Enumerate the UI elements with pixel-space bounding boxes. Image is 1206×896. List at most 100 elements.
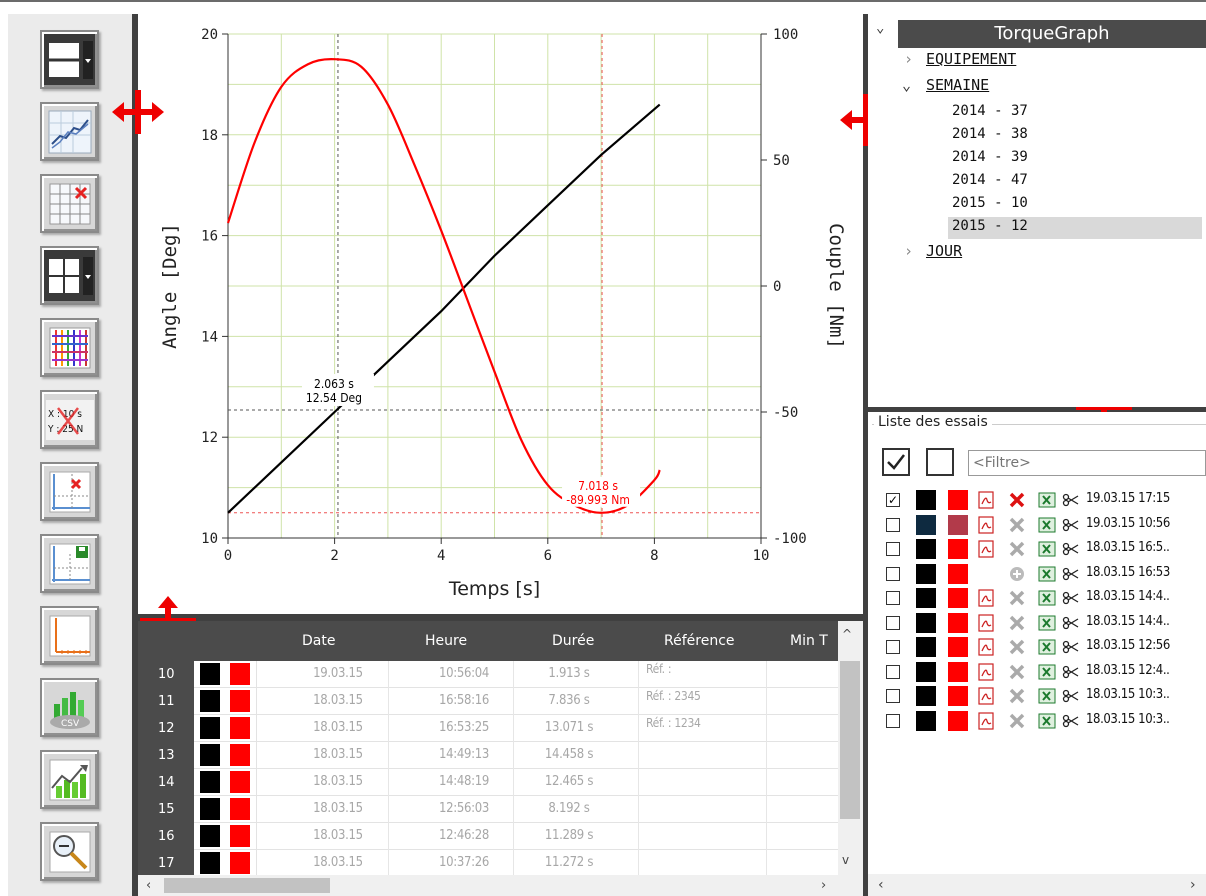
scissors-icon[interactable]: [1062, 540, 1080, 558]
tree-item-week[interactable]: 2014 - 39: [952, 149, 1028, 165]
grid-layout-button[interactable]: [40, 246, 99, 305]
delete-icon[interactable]: [1008, 638, 1026, 656]
save-cursor-button[interactable]: [40, 534, 99, 593]
tree-item-semaine[interactable]: SEMAINE: [926, 76, 990, 94]
filter-input[interactable]: [968, 450, 1206, 476]
black-color-swatch[interactable]: [916, 637, 936, 657]
table-row[interactable]: 14 18.03.15 14:48:19 12.465 s: [138, 769, 863, 796]
pdf-icon[interactable]: [977, 711, 995, 730]
red-color-swatch[interactable]: [948, 563, 968, 584]
table-row[interactable]: 15 18.03.15 12:56:03 8.192 s: [138, 796, 863, 823]
list-item[interactable]: 19.03.15 10:56: [886, 513, 1206, 537]
excel-icon[interactable]: [1038, 491, 1056, 509]
tree-collapse-icon[interactable]: ⌄: [876, 20, 885, 36]
red-color-swatch[interactable]: [230, 717, 250, 739]
delete-icon[interactable]: [1008, 687, 1026, 705]
scissors-icon[interactable]: [1062, 589, 1080, 607]
scissors-icon[interactable]: [1062, 663, 1080, 681]
scroll-up-icon[interactable]: ^: [842, 627, 853, 641]
scroll-down-icon[interactable]: v: [842, 853, 850, 867]
resize-horizontal-left-icon[interactable]: [110, 90, 166, 134]
pdf-icon[interactable]: [977, 491, 995, 509]
grid-horizontal-scrollbar[interactable]: ‹ ›: [138, 875, 863, 896]
black-color-swatch[interactable]: [200, 717, 220, 739]
delete-icon[interactable]: [1008, 663, 1026, 681]
table-row[interactable]: 16 18.03.15 12:46:28 11.289 s: [138, 823, 863, 850]
red-color-swatch[interactable]: [948, 686, 968, 706]
scissors-icon[interactable]: [1062, 491, 1080, 509]
red-color-swatch[interactable]: [948, 637, 968, 657]
axis-scale-button[interactable]: X : 10 s Y : 25 N: [40, 390, 99, 449]
list-item[interactable]: 18.03.15 10:3..: [886, 684, 1206, 708]
excel-icon[interactable]: [1038, 663, 1056, 681]
delete-icon[interactable]: [1008, 540, 1026, 558]
red-color-swatch[interactable]: [948, 661, 968, 682]
scroll-left-icon[interactable]: ‹: [878, 877, 884, 893]
col-duree-header[interactable]: Durée: [552, 633, 595, 649]
row-checkbox[interactable]: [886, 713, 900, 728]
pdf-icon[interactable]: [977, 613, 995, 632]
red-color-swatch[interactable]: [230, 798, 250, 820]
remove-cursor-button[interactable]: [40, 462, 99, 521]
splitter-left[interactable]: [132, 14, 138, 896]
scroll-right-icon[interactable]: ›: [821, 878, 827, 893]
table-row[interactable]: 11 18.03.15 16:58:16 7.836 s Réf. : 2345: [138, 688, 863, 715]
tree-item-jour[interactable]: JOUR: [926, 242, 963, 260]
list-item[interactable]: 18.03.15 16:53: [886, 562, 1206, 586]
pdf-icon[interactable]: [977, 540, 995, 558]
col-date-header[interactable]: Date: [302, 633, 336, 649]
black-color-swatch[interactable]: [200, 852, 220, 874]
splitter-right[interactable]: [863, 14, 868, 896]
black-color-swatch[interactable]: [916, 710, 936, 731]
row-checkbox[interactable]: [886, 542, 900, 556]
chevron-down-icon[interactable]: ⌄: [902, 76, 912, 94]
scroll-left-icon[interactable]: ‹: [146, 878, 152, 893]
table-row[interactable]: 10 19.03.15 10:56:04 1.913 s Réf. :: [138, 661, 863, 688]
col-heure-header[interactable]: Heure: [425, 633, 468, 649]
scissors-icon[interactable]: [1062, 712, 1080, 730]
red-color-swatch[interactable]: [230, 852, 250, 874]
scissors-icon[interactable]: [1062, 565, 1080, 583]
delete-icon[interactable]: [1008, 712, 1026, 730]
tree-item-equipement[interactable]: EQUIPEMENT: [926, 50, 1017, 68]
scissors-icon[interactable]: [1062, 687, 1080, 705]
black-color-swatch[interactable]: [916, 661, 936, 682]
black-color-swatch[interactable]: [200, 744, 220, 766]
col-min-header[interactable]: Min T: [790, 633, 828, 649]
delete-icon[interactable]: [1008, 614, 1026, 632]
black-color-swatch[interactable]: [200, 825, 220, 847]
excel-icon[interactable]: [1038, 687, 1056, 705]
add-icon[interactable]: [1008, 565, 1026, 583]
color-grid-button[interactable]: [40, 318, 99, 377]
tree-item-week[interactable]: 2014 - 38: [952, 126, 1028, 142]
scissors-icon[interactable]: [1062, 516, 1080, 534]
black-color-swatch[interactable]: [200, 663, 220, 685]
row-checkbox[interactable]: [886, 664, 900, 679]
pdf-icon[interactable]: [977, 589, 995, 607]
row-checkbox[interactable]: [886, 689, 900, 703]
red-color-swatch[interactable]: [948, 710, 968, 731]
red-color-swatch[interactable]: [948, 490, 968, 510]
black-color-swatch[interactable]: [200, 690, 220, 712]
tree-item-week[interactable]: 2015 - 12: [948, 217, 1202, 239]
col-reference-header[interactable]: Référence: [664, 633, 735, 649]
axes-button[interactable]: [40, 606, 99, 665]
torque-chart[interactable]: 0 2 4 6 8 10 10 12 14 16 18 20 -100 -50 0 50 100 Temps [s…: [138, 14, 863, 614]
red-color-swatch[interactable]: [230, 771, 250, 793]
black-color-swatch[interactable]: [916, 686, 936, 706]
red-color-swatch[interactable]: [230, 663, 250, 685]
excel-icon[interactable]: [1038, 565, 1056, 583]
chevron-right-icon[interactable]: ›: [904, 50, 914, 68]
table-row[interactable]: 17 18.03.15 10:37:26 11.272 s: [138, 850, 863, 877]
splitter-tree-list[interactable]: [868, 404, 1206, 412]
stats-button[interactable]: [40, 750, 99, 809]
tree-item-week[interactable]: 2014 - 37: [952, 103, 1028, 119]
tree-item-week[interactable]: 2014 - 47: [952, 172, 1028, 188]
scissors-icon[interactable]: [1062, 638, 1080, 656]
row-checkbox[interactable]: [886, 566, 900, 581]
row-checkbox[interactable]: [886, 517, 900, 532]
black-color-swatch[interactable]: [916, 539, 936, 559]
black-color-swatch[interactable]: [916, 490, 936, 510]
pdf-icon[interactable]: [977, 687, 995, 705]
black-color-swatch[interactable]: [916, 514, 936, 535]
